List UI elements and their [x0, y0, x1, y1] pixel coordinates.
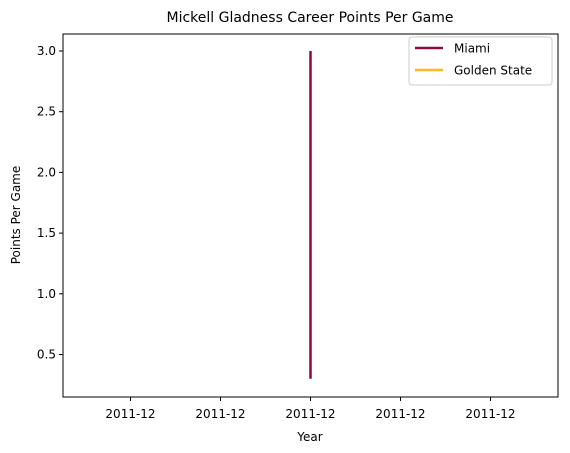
x-tick-label: 2011-12 [105, 407, 155, 421]
y-tick-label: 2.5 [37, 105, 56, 119]
x-tick-label: 2011-12 [195, 407, 245, 421]
x-tick-label: 2011-12 [465, 407, 515, 421]
legend: Miami Golden State [408, 36, 553, 86]
legend-label: Golden State [454, 64, 532, 78]
legend-label: Miami [454, 42, 490, 56]
plot-area-frame [62, 33, 559, 398]
chart-title: Mickell Gladness Career Points Per Game [166, 10, 453, 26]
x-tick-label: 2011-12 [375, 407, 425, 421]
y-axis-label: Points Per Game [9, 166, 23, 265]
x-axis-label: Year [296, 430, 322, 444]
y-tick-label: 1.5 [37, 226, 56, 240]
legend-box [408, 36, 553, 86]
y-tick-label: 2.0 [37, 165, 56, 179]
x-axis-ticks: 2011-12 2011-12 2011-12 2011-12 2011-12 [105, 397, 516, 421]
y-axis-ticks: 0.5 1.0 1.5 2.0 2.5 3.0 [37, 44, 63, 362]
y-tick-label: 1.0 [37, 287, 56, 301]
y-tick-label: 3.0 [37, 44, 56, 58]
x-tick-label: 2011-12 [285, 407, 335, 421]
y-tick-label: 0.5 [37, 348, 56, 362]
